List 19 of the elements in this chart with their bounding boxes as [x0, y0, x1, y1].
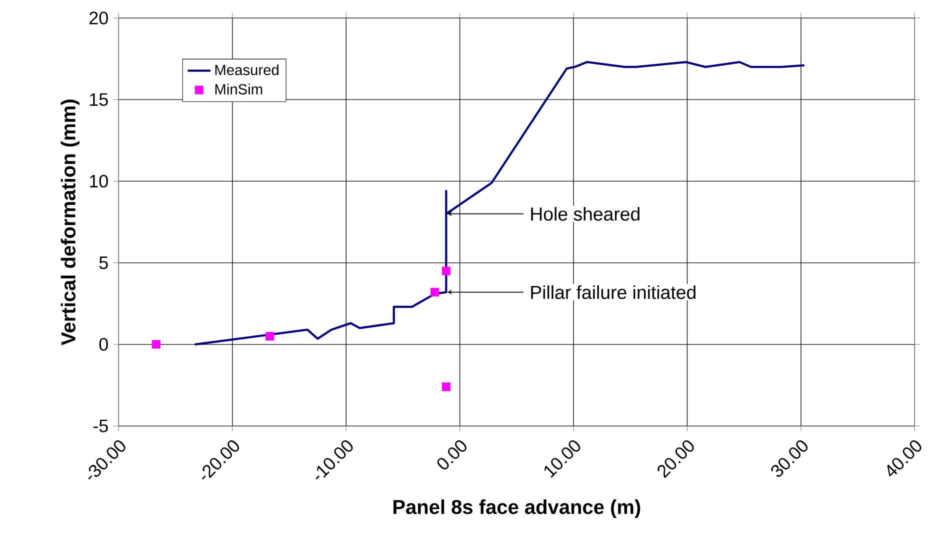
point	[152, 340, 160, 349]
legend-label: Measured	[215, 64, 278, 76]
point	[442, 266, 450, 276]
y-axis-title: Vertical deformation (mm)	[60, 100, 80, 346]
point	[430, 288, 440, 296]
point	[442, 382, 450, 392]
legend-label: MinSim	[215, 84, 262, 94]
y-tick-label: 15	[90, 93, 108, 106]
point	[266, 332, 274, 341]
y-tick-label: 0	[99, 338, 108, 351]
annotation: Hole sheared	[531, 206, 640, 221]
line-series	[194, 60, 806, 346]
y-tick-label: -5	[93, 420, 108, 432]
y-tick-label: 5	[99, 256, 108, 270]
y-tick-label: 10	[90, 174, 108, 188]
annotation: Pillar failure initiated	[531, 285, 696, 300]
y-tick-label: 20	[90, 12, 108, 24]
x-tick-label: 0.00	[437, 440, 466, 470]
x-axis-title: Panel 8s face advance (m)	[394, 499, 640, 518]
